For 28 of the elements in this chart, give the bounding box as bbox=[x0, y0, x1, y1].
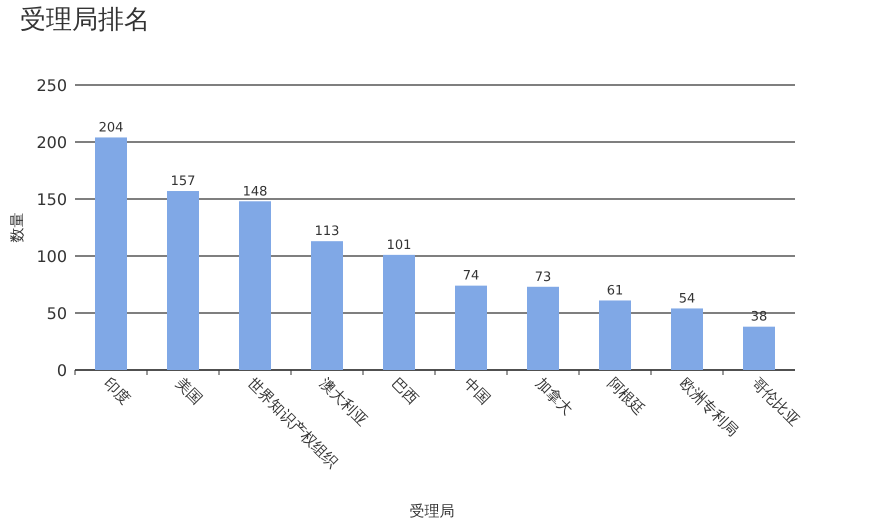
data-label: 74 bbox=[462, 268, 480, 284]
y-tick-label: 200 bbox=[36, 133, 67, 152]
data-label: 101 bbox=[386, 238, 412, 253]
data-label: 157 bbox=[170, 174, 196, 190]
x-axis-title: 受理局 bbox=[410, 502, 454, 520]
x-tick-label: 阿根廷 bbox=[604, 374, 649, 419]
y-axis-title: 数量 bbox=[8, 212, 26, 242]
y-tick-label: 150 bbox=[36, 190, 67, 209]
y-tick-label: 0 bbox=[56, 361, 67, 380]
y-tick-label: 250 bbox=[36, 76, 67, 95]
data-label: 61 bbox=[606, 283, 624, 298]
x-tick-label: 巴西 bbox=[388, 374, 422, 408]
x-tick-label: 澳大利亚 bbox=[316, 374, 372, 430]
y-tick-label: 100 bbox=[36, 247, 67, 266]
data-label: 54 bbox=[678, 291, 696, 306]
chart-title: 受理局排名 bbox=[20, 5, 150, 35]
y-tick-label: 50 bbox=[46, 304, 67, 323]
x-tick-label: 美国 bbox=[172, 374, 206, 408]
x-tick-label: 欧洲专利局 bbox=[676, 374, 742, 440]
data-label: 38 bbox=[750, 310, 768, 325]
x-tick-label: 哥伦比亚 bbox=[748, 374, 804, 430]
data-label: 204 bbox=[98, 120, 124, 136]
x-tick-label: 中国 bbox=[460, 374, 494, 408]
data-label: 148 bbox=[242, 184, 268, 200]
data-label: 73 bbox=[534, 270, 552, 285]
x-tick-label: 印度 bbox=[100, 374, 134, 408]
data-label: 113 bbox=[314, 224, 340, 240]
x-tick-label: 加拿大 bbox=[532, 374, 577, 419]
